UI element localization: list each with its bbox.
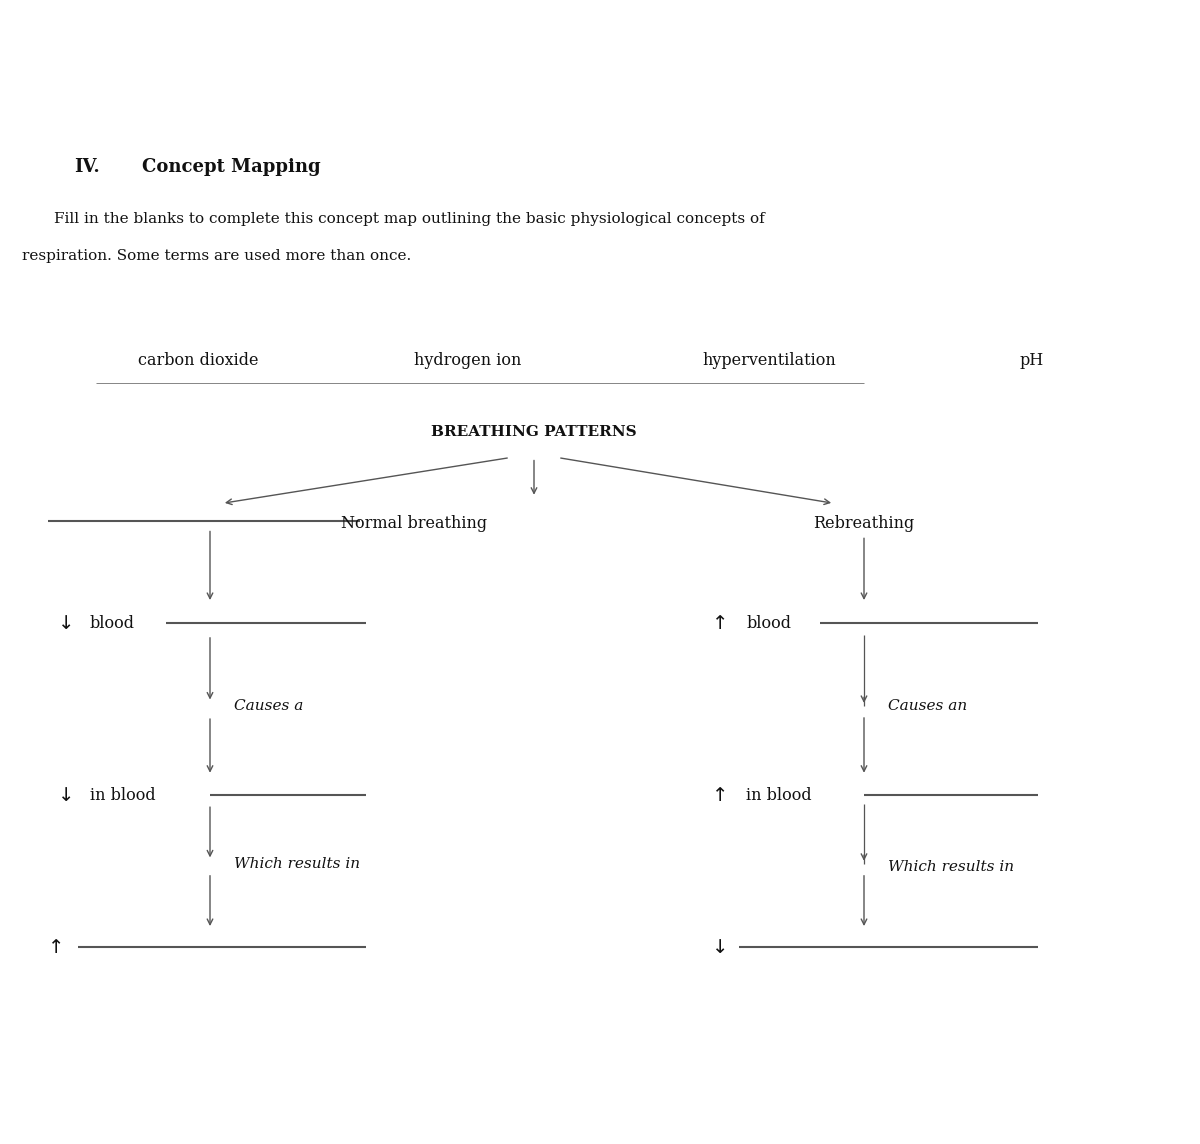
Text: respiration. Some terms are used more than once.: respiration. Some terms are used more th… xyxy=(22,249,410,263)
Text: ↑: ↑ xyxy=(48,938,65,956)
Text: in blood: in blood xyxy=(746,787,812,803)
Text: BREATHING PATTERNS: BREATHING PATTERNS xyxy=(431,426,637,439)
Text: Which results in: Which results in xyxy=(234,857,360,871)
Text: ↑: ↑ xyxy=(712,786,728,804)
Text: carbon dioxide: carbon dioxide xyxy=(138,352,258,368)
Text: Normal breathing: Normal breathing xyxy=(341,516,487,532)
Text: hyperventilation: hyperventilation xyxy=(702,352,835,368)
Text: pH: pH xyxy=(1020,352,1044,368)
Text: hydrogen ion: hydrogen ion xyxy=(414,352,521,368)
Text: in blood: in blood xyxy=(90,787,156,803)
Text: ↑: ↑ xyxy=(712,614,728,633)
Text: ↓: ↓ xyxy=(58,786,74,804)
Text: Rebreathing: Rebreathing xyxy=(814,516,914,532)
Text: ↓: ↓ xyxy=(58,614,74,633)
Text: ↓: ↓ xyxy=(712,938,728,956)
Text: Concept Mapping: Concept Mapping xyxy=(142,158,320,176)
Text: Causes a: Causes a xyxy=(234,699,304,713)
Text: Fill in the blanks to complete this concept map outlining the basic physiologica: Fill in the blanks to complete this conc… xyxy=(54,212,764,225)
Text: Causes an: Causes an xyxy=(888,699,967,713)
Text: blood: blood xyxy=(746,615,792,631)
Text: Which results in: Which results in xyxy=(888,860,1014,874)
Text: IV.: IV. xyxy=(74,158,100,176)
Text: blood: blood xyxy=(90,615,134,631)
